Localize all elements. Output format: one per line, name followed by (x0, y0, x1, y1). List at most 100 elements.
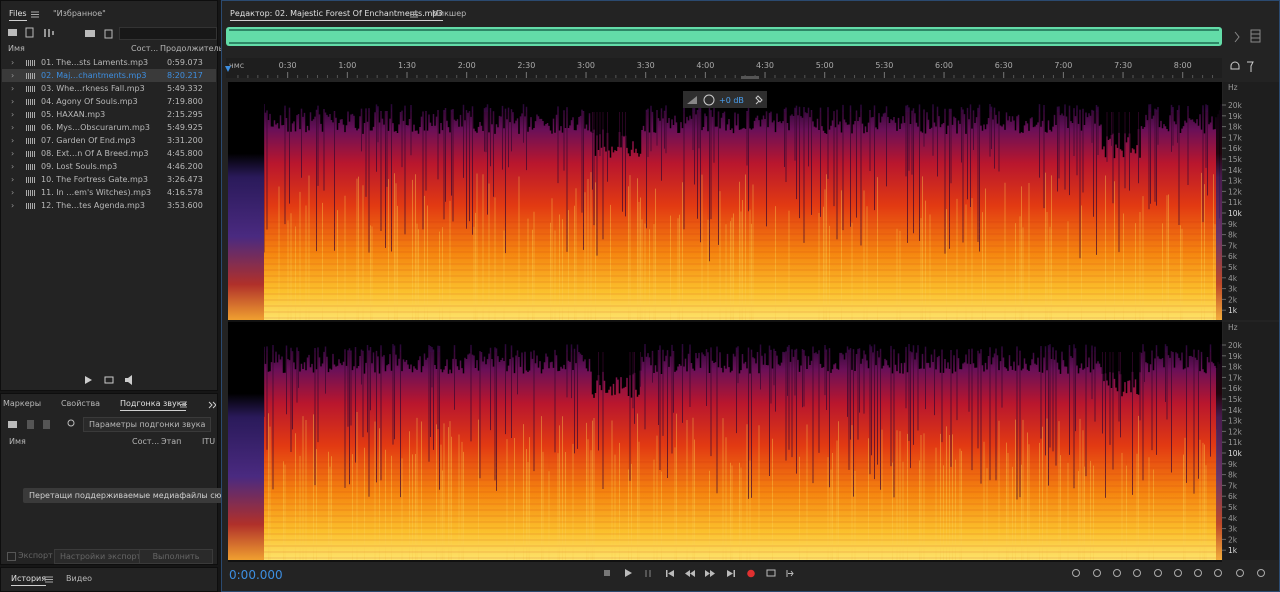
tab[interactable]: История (11, 574, 47, 586)
wave-icon (26, 112, 36, 118)
freq-label: 9k (1228, 220, 1238, 229)
tab[interactable]: Маркеры (3, 399, 42, 408)
file-duration: 4:16.578 (167, 188, 203, 197)
freq-label: 6k (1228, 252, 1238, 261)
file-row[interactable]: › 06. Mys…Obscurarum.mp3 5:49.925 (2, 121, 216, 134)
freq-label: 7k (1228, 481, 1238, 490)
file-row[interactable]: › 11. In …em's Witches).mp3 4:16.578 (2, 186, 216, 199)
tab[interactable]: Подгонка звука (120, 399, 187, 411)
overview-icons[interactable] (1234, 29, 1261, 43)
ruler-label: 2:00 (458, 61, 476, 70)
zoom-controls[interactable] (1072, 569, 1265, 577)
file-row[interactable]: › 09. Lost Souls.mp3 4:46.200 (2, 160, 216, 173)
spectrogram-intro (228, 82, 264, 320)
file-row[interactable]: › 05. HAXAN.mp3 2:15.295 (2, 108, 216, 121)
panel-icons[interactable] (180, 401, 216, 409)
file-name: 08. Ext…n Of A Breed.mp3 (41, 149, 149, 158)
freq-label: 1k (1228, 306, 1238, 315)
export-settings-button[interactable]: Настройки экспорта... (54, 549, 160, 564)
freq-label: Hz (1228, 83, 1238, 92)
tab[interactable]: Микшер (432, 9, 467, 18)
tab[interactable]: Редактор: 02. Majestic Forest Of Enchant… (230, 9, 443, 21)
column-header[interactable]: Сост... (131, 44, 159, 53)
files-panel: Files "Избранное" Имя Сост... Продолжите… (0, 0, 236, 391)
column-header[interactable]: Этап (161, 437, 182, 446)
ruler-label: 8:00 (1174, 61, 1192, 70)
gain-knob[interactable] (703, 94, 715, 106)
file-row[interactable]: › 07. Garden Of End.mp3 3:31.200 (2, 134, 216, 147)
file-duration: 4:46.200 (167, 162, 203, 171)
settings-button[interactable]: Параметры подгонки звука (83, 417, 212, 432)
freq-label: 8k (1228, 231, 1238, 240)
file-row[interactable]: › 08. Ext…n Of A Breed.mp3 4:45.800 (2, 147, 216, 160)
file-row[interactable]: › 01. The…sts Laments.mp3 0:59.073 (2, 56, 216, 69)
expand-arrow: › (11, 136, 15, 145)
freq-label: 3k (1228, 285, 1238, 294)
wave-icon (26, 99, 36, 105)
file-row[interactable]: › 10. The Fortress Gate.mp3 3:26.473 (2, 173, 216, 186)
expand-arrow: › (11, 58, 15, 67)
wave-icon (26, 190, 36, 196)
tab[interactable]: "Избранное" (53, 9, 106, 18)
file-duration: 3:31.200 (167, 136, 203, 145)
column-header[interactable]: Сост... (132, 437, 160, 446)
transport[interactable] (604, 569, 794, 578)
ruler-handle[interactable] (741, 76, 759, 79)
freq-label: 18k (1228, 123, 1243, 132)
playback-icons[interactable] (83, 374, 143, 386)
tab[interactable]: Files (9, 9, 27, 21)
column-header[interactable]: Продолжительн... (160, 44, 237, 53)
column-header[interactable]: ITU (202, 437, 216, 446)
file-row[interactable]: › 02. Maj…chantments.mp3 8:20.217 (2, 69, 216, 82)
file-duration: 3:26.473 (167, 175, 203, 184)
checkbox[interactable] (7, 552, 16, 561)
file-name: 04. Agony Of Souls.mp3 (41, 97, 138, 106)
playhead[interactable] (225, 66, 231, 72)
file-name: 12. The…tes Agenda.mp3 (41, 201, 145, 210)
search-box[interactable] (119, 27, 217, 40)
freq-label: 4k (1228, 514, 1238, 523)
file-row[interactable]: › 12. The…tes Agenda.mp3 3:53.600 (2, 199, 216, 212)
ruler-label: 3:30 (637, 61, 655, 70)
tab[interactable]: Видео (66, 574, 93, 583)
file-name: 09. Lost Souls.mp3 (41, 162, 118, 171)
run-button[interactable]: Выполнить (139, 549, 213, 564)
channel-border (228, 560, 1222, 562)
freq-label: 12k (1228, 187, 1243, 196)
freq-label: 16k (1228, 144, 1243, 153)
freq-label: 19k (1228, 112, 1243, 121)
ruler-icons[interactable] (1230, 61, 1254, 72)
freq-label: 12k (1228, 427, 1243, 436)
spectrogram-intro (228, 322, 264, 560)
spectrogram-outro (1216, 322, 1222, 560)
file-row[interactable]: › 04. Agony Of Souls.mp3 7:19.800 (2, 95, 216, 108)
freq-label: 5k (1228, 503, 1238, 512)
freq-label: 2k (1228, 535, 1238, 544)
freq-label: 15k (1228, 155, 1243, 164)
hud[interactable] (683, 91, 767, 108)
gain-value[interactable]: +0 dB (719, 96, 744, 105)
menu-icon[interactable] (31, 11, 39, 18)
ruler-label: 2:30 (517, 61, 535, 70)
time-display: 0:00.000 (229, 568, 283, 582)
expand-arrow: › (11, 71, 15, 80)
overview-wave-lines (229, 29, 1219, 44)
expand-arrow: › (11, 149, 15, 158)
file-duration: 0:59.073 (167, 58, 203, 67)
overview-waveform[interactable] (226, 27, 1222, 46)
checkbox-label[interactable]: Экспорт (18, 551, 53, 560)
freq-label: 14k (1228, 166, 1243, 175)
wave-icon (26, 138, 36, 144)
file-row[interactable]: › 03. Whe…rkness Fall.mp3 5:49.332 (2, 82, 216, 95)
menu-icon[interactable] (410, 11, 418, 18)
freq-label: 3k (1228, 525, 1238, 534)
spectrogram-harmonics (228, 221, 1222, 319)
tab[interactable]: Свойства (61, 399, 101, 408)
menu-icon[interactable] (45, 576, 53, 583)
expand-arrow: › (11, 97, 15, 106)
column-header[interactable]: Имя (9, 437, 26, 446)
column-header[interactable]: Имя (8, 44, 25, 53)
ruler-label: 5:00 (816, 61, 834, 70)
expand-arrow: › (11, 84, 15, 93)
